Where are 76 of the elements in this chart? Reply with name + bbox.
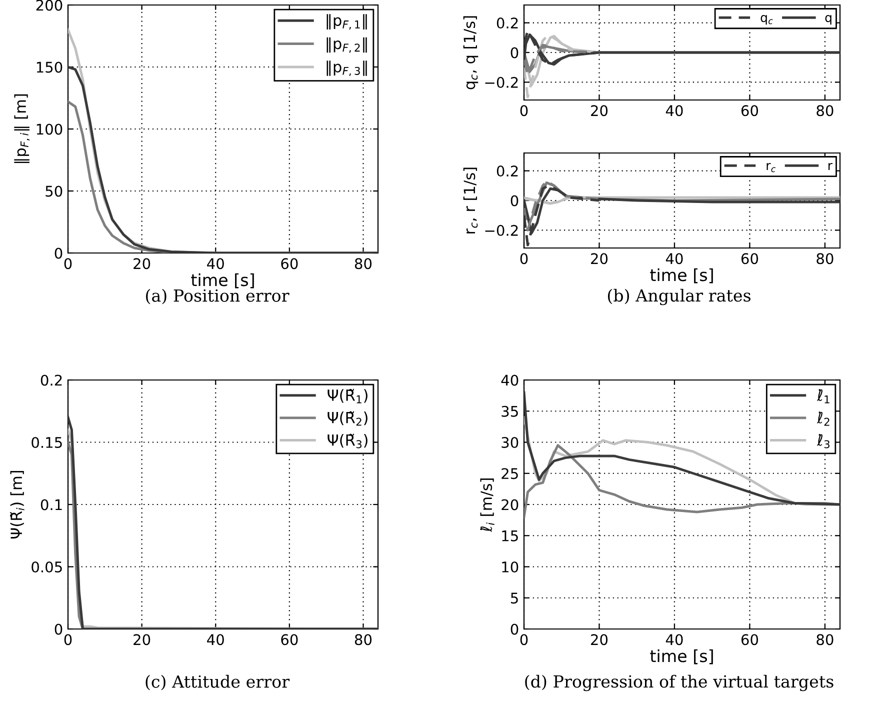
x-tick-label: 60 — [741, 634, 758, 646]
x-tick-label: 60 — [741, 105, 758, 116]
x-tick-label: 20 — [134, 634, 150, 646]
y-axis-title: r$_{c}$, r [1/s] — [463, 168, 478, 234]
y-axis-title: q$_{c}$, q [1/s] — [463, 16, 478, 90]
y-tick-label: 20 — [502, 499, 518, 510]
y-tick-label: 0.15 — [32, 436, 62, 448]
text: (a) Position error — [146, 288, 290, 304]
x-tick-label: 80 — [816, 105, 834, 116]
x-tick-label: 20 — [134, 258, 150, 270]
legend-label: q$_{c}$ — [760, 15, 773, 25]
text: (d) Progression of the virtual targets — [525, 674, 834, 692]
y-tick-label: 0.2 — [40, 374, 62, 386]
line-series — [524, 391, 840, 506]
x-tick-label: 40 — [666, 634, 683, 646]
y-tick-label: 5 — [510, 592, 518, 604]
y-tick-label: −0.2 — [485, 76, 518, 88]
x-tick-label: 20 — [591, 253, 608, 264]
x-tick-label: 80 — [354, 258, 372, 270]
y-tick-label: 15 — [502, 530, 518, 542]
y-tick-label: 10 — [502, 561, 518, 572]
legend-label: Ψ(R̃$_{1}$) — [328, 388, 368, 404]
x-tick-label: 40 — [666, 105, 683, 116]
text: (b) Angular rates — [608, 288, 750, 306]
x-tick-label: 40 — [666, 253, 683, 264]
y-tick-label: 200 — [36, 0, 62, 11]
text: (c) Attitude error — [146, 674, 290, 690]
y-tick-label: 0.05 — [32, 561, 62, 572]
x-tick-label: 80 — [816, 253, 834, 264]
legend-label: r$_{c}$ — [766, 163, 776, 172]
x-tick-label: 40 — [207, 258, 224, 270]
x-tick-label: 0 — [520, 253, 528, 264]
y-tick-label: 0.2 — [496, 166, 518, 177]
legend-label: r — [828, 163, 832, 170]
x-tick-label: 60 — [281, 258, 298, 270]
y-tick-label: 30 — [502, 436, 518, 448]
line-series — [524, 33, 840, 66]
y-axis-title: ‖p$_{F,i}$‖ [m] — [14, 94, 30, 163]
x-tick-label: 0 — [520, 634, 528, 646]
y-tick-label: 40 — [501, 374, 518, 386]
y-tick-label: 150 — [36, 62, 62, 73]
legend-label: ℓ̇$_{2}$ — [816, 412, 830, 426]
x-tick-label: 20 — [591, 105, 608, 116]
x-tick-label: 0 — [64, 258, 72, 270]
y-tick-label: 0.1 — [40, 499, 62, 510]
y-tick-label: 35 — [502, 406, 518, 417]
x-tick-label: 60 — [741, 253, 758, 264]
y-tick-label: 0 — [510, 195, 518, 206]
y-axis-title: ℓ̇$_{i}$ [m/s] — [480, 478, 494, 532]
legend-label: q — [825, 15, 832, 25]
x-tick-label: 60 — [281, 634, 298, 646]
x-tick-label: 80 — [816, 634, 834, 646]
x-tick-label: 80 — [354, 634, 372, 646]
x-tick-label: 0 — [64, 634, 72, 646]
x-axis-title: time [s] — [650, 268, 713, 284]
legend-label: ‖p$_{F,3}$‖ — [326, 60, 367, 76]
legend-label: ℓ̇$_{1}$ — [816, 389, 830, 404]
legend-label: ℓ̇$_{3}$ — [816, 434, 830, 448]
y-tick-label: 0.2 — [496, 18, 518, 29]
legend-label: ‖p$_{F,2}$‖ — [326, 37, 367, 53]
x-tick-label: 40 — [207, 634, 224, 646]
x-axis-title: time [s] — [191, 273, 254, 288]
y-tick-label: 100 — [36, 124, 62, 135]
y-tick-label: 0 — [510, 624, 518, 635]
y-tick-label: 50 — [46, 186, 62, 197]
y-tick-label: 25 — [502, 468, 518, 480]
y-axis-title: Ψ(R̃$_{i}$) [m] — [10, 470, 24, 539]
x-tick-label: 20 — [591, 634, 608, 646]
y-tick-label: −0.2 — [485, 224, 518, 236]
y-tick-label: 0 — [54, 624, 62, 635]
y-tick-label: 0 — [510, 47, 518, 58]
legend-label: Ψ(R̃$_{3}$) — [328, 434, 368, 448]
legend-label: ‖p$_{F,1}$‖ — [326, 14, 367, 30]
x-tick-label: 0 — [520, 105, 528, 116]
x-axis-title: time [s] — [650, 649, 713, 664]
legend-label: Ψ(R̃$_{2}$) — [328, 411, 368, 426]
